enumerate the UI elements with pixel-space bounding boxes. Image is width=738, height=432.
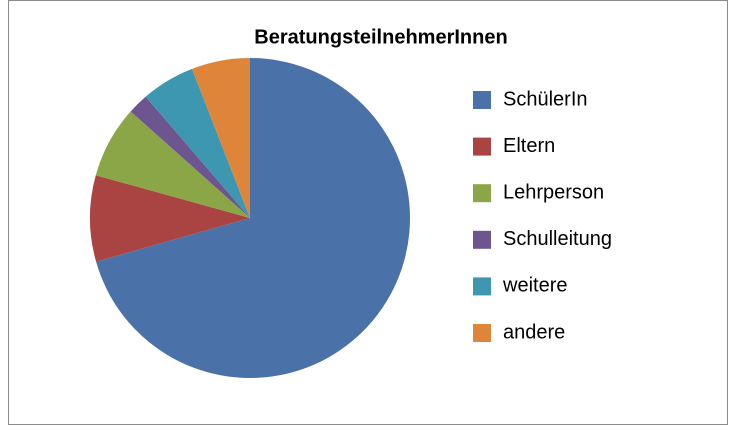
pie-slice (130, 96, 250, 218)
pie-slice (95, 111, 250, 218)
legend-label: SchülerIn (503, 88, 588, 110)
legend-label: Schulleitung (503, 228, 612, 250)
legend-swatch (473, 277, 491, 296)
legend-swatch (473, 324, 491, 342)
legend-label: Eltern (503, 135, 555, 157)
chart-title: BeratungsteilnehmerInnen (254, 26, 507, 48)
pie-slice (96, 58, 411, 379)
legend-swatch (473, 137, 491, 156)
pie-slice (90, 175, 251, 262)
legend-label: weitere (502, 275, 567, 297)
legend-label: andere (503, 321, 565, 343)
legend-swatch (473, 184, 491, 203)
legend-label: Lehrperson (503, 181, 604, 203)
pie-slice (145, 68, 250, 218)
pie-slice (192, 58, 250, 218)
legend-swatch (473, 230, 491, 249)
legend-swatch (473, 91, 491, 109)
